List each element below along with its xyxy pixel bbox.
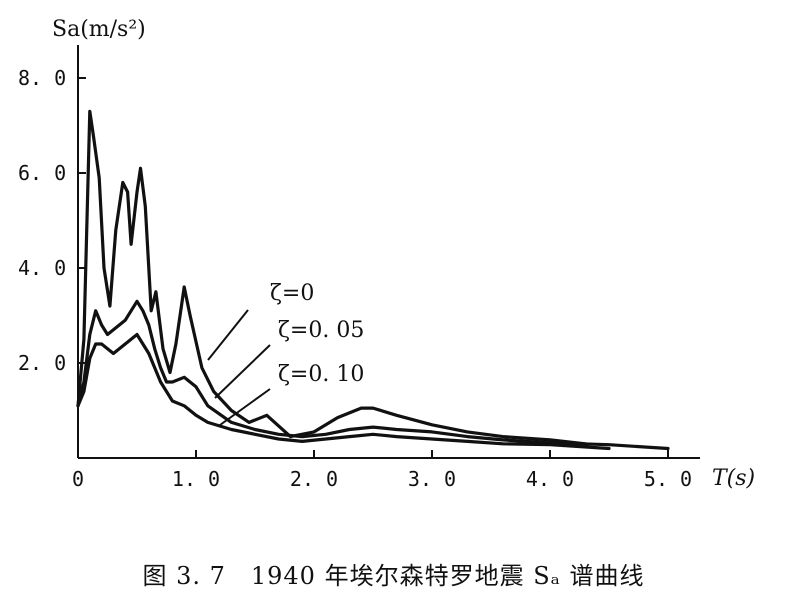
figure-caption: 图 3. 7 1940 年埃尔森特罗地震 Sₐ 谱曲线	[142, 562, 645, 590]
y-tick-label: 6. 0	[18, 161, 66, 185]
x-tick-label: 1. 0	[172, 467, 220, 491]
y-axis-title: Sa(m/s²)	[52, 17, 146, 42]
damping-annotation: ζ=0	[270, 281, 314, 306]
curve-zeta-0-05	[76, 299, 670, 451]
annotation-leader-line	[219, 388, 271, 426]
y-tick-label: 8. 0	[18, 66, 66, 90]
annotation-leader-line	[207, 309, 249, 361]
curve-zeta-0-10	[76, 332, 611, 451]
curve-group	[76, 109, 670, 451]
x-axis: T(s)	[78, 457, 755, 491]
y-tick-label: 4. 0	[18, 256, 66, 280]
annotation-leader-line	[214, 344, 271, 399]
x-tick-label: 0	[72, 467, 84, 491]
x-tick-label: 5. 0	[644, 467, 692, 491]
damping-annotation: ζ=0. 10	[278, 362, 364, 387]
x-tick-group: 0 1. 0 2. 0 3. 0 4. 0 5. 0	[72, 450, 692, 491]
x-tick-label: 3. 0	[408, 467, 456, 491]
x-tick-label: 2. 0	[290, 467, 338, 491]
x-axis-title: T(s)	[712, 466, 755, 491]
curve-zeta-0	[76, 109, 587, 446]
annotation-group: ζ=0 ζ=0. 05 ζ=0. 10	[207, 281, 364, 426]
damping-annotation: ζ=0. 05	[278, 318, 364, 343]
y-tick-label: 2. 0	[18, 351, 66, 375]
y-tick-group: 2. 0 4. 0 6. 0 8. 0	[18, 66, 86, 375]
x-tick-label: 4. 0	[526, 467, 574, 491]
